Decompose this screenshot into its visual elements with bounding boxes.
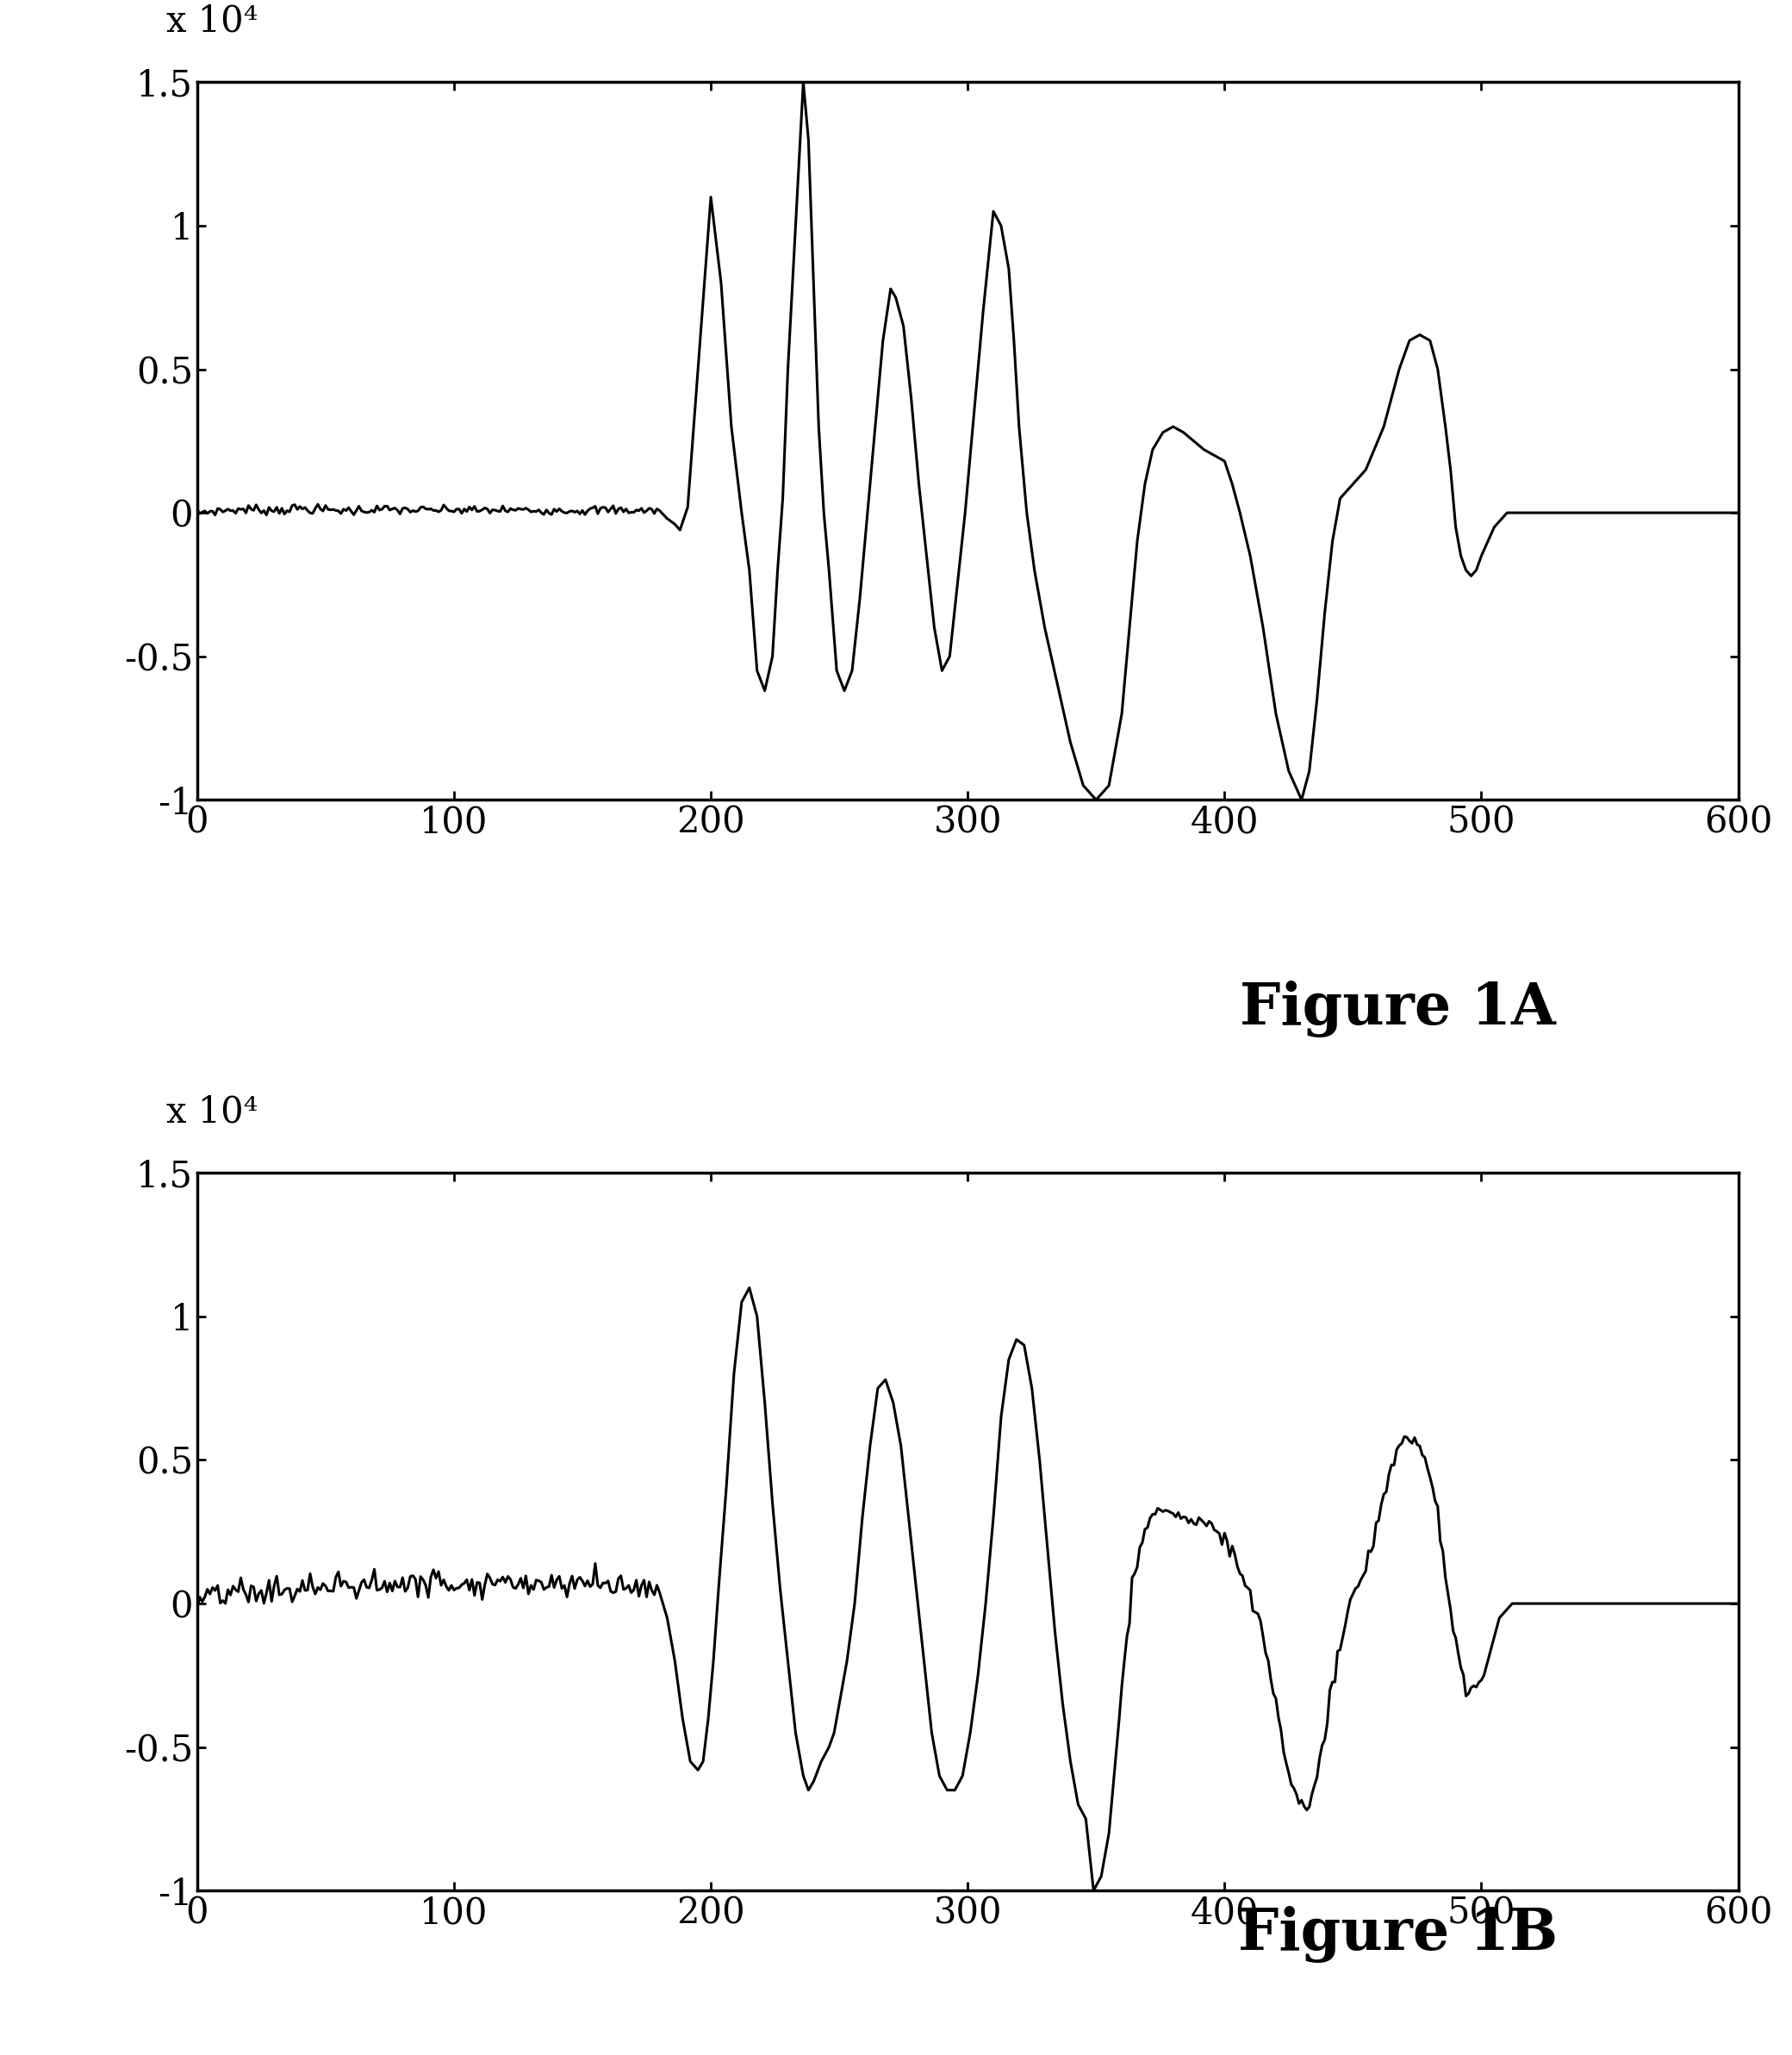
- Text: x 10⁴: x 10⁴: [167, 2, 258, 39]
- Text: Figure 1A: Figure 1A: [1240, 980, 1555, 1038]
- Text: Figure 1B: Figure 1B: [1238, 1905, 1557, 1963]
- Text: x 10⁴: x 10⁴: [167, 1093, 258, 1130]
